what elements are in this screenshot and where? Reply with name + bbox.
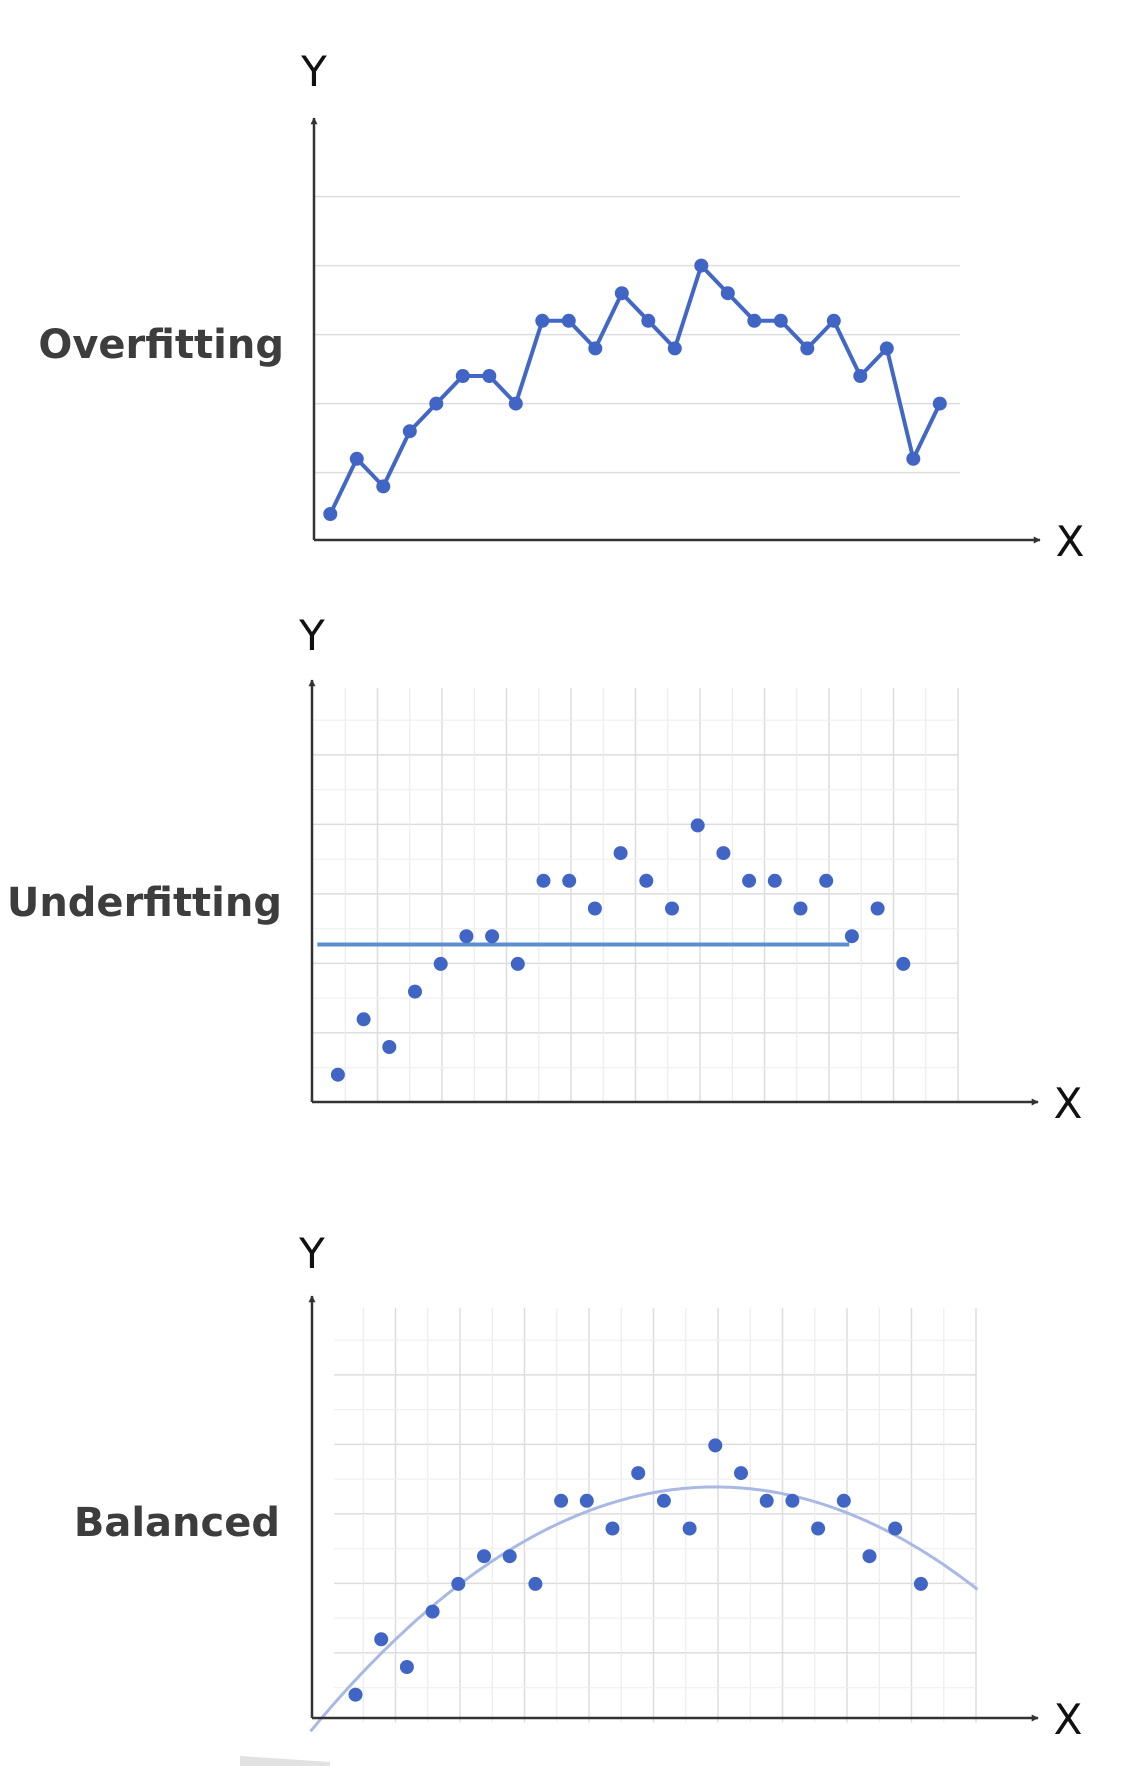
overfitting-data-point [561,313,576,328]
balanced-data-point [579,1493,594,1508]
overfitting-data-point [508,396,523,411]
overfitting-data-point [773,313,788,328]
overfitting-data-point [667,341,682,356]
overfitting-data-point [402,424,417,439]
balanced-marks [348,1438,928,1702]
balanced-data-point [631,1466,646,1481]
overfitting-data-point [694,258,709,273]
balanced-data-point [348,1687,363,1702]
underfitting-x-axis-label: X [1054,1079,1083,1128]
overfitting-data-point [535,313,550,328]
underfitting-data-point [639,873,654,888]
underfitting-data-point [613,846,628,861]
underfitting-data-point [408,984,422,999]
balanced-data-point [836,1493,851,1508]
overfitting-data-point [932,396,947,411]
overfitting-data-point [826,313,841,328]
balanced-fit-curve [309,1485,979,1733]
overfitting-data-point [879,341,894,356]
overfitting-y-axis-label: Y [300,47,327,96]
underfitting-data-point [459,929,474,944]
overfitting-data-point [614,286,629,301]
balanced-data-point [811,1521,826,1536]
balanced-data-point [554,1493,569,1508]
underfitting-data-point [510,956,525,971]
balanced-data-point [374,1632,389,1647]
underfitting-data-point [896,956,911,971]
overfitting-data-point [853,369,868,383]
balanced-data-point [734,1466,748,1481]
underfitting-data-point [819,873,834,888]
overfitting-x-axis-label: X [1056,517,1085,566]
balanced-data-point [862,1549,877,1564]
overfitting-grid [314,195,960,474]
decorative-shadow [240,1756,330,1766]
overfitting-data-point [720,286,735,301]
overfitting-label: Overfitting [38,322,284,368]
underfitting-data-point [433,956,448,971]
underfitting-label: Underfitting [7,880,282,926]
underfitting-data-point [665,901,679,916]
balanced-x-axis-label: X [1054,1695,1083,1744]
overfitting-series-line [328,263,942,515]
balanced-fit [309,1485,979,1733]
balanced-data-point [605,1521,620,1536]
underfitting-data-point [587,901,602,916]
underfitting-panel: Y X Underfitting [7,611,1083,1128]
underfitting-data-point [844,929,859,944]
underfitting-data-point [356,1012,371,1027]
balanced-data-point [425,1604,440,1619]
balanced-data-point [656,1493,671,1508]
balanced-data-point [502,1549,517,1564]
underfitting-data-point [690,818,705,833]
underfitting-y-axis-label: Y [298,611,325,660]
underfitting-grid [312,688,959,1103]
balanced-y-axis-label: Y [298,1229,325,1278]
balanced-grid [334,1308,977,1723]
overfitting-data-point [906,451,921,466]
underfitting-data-point [742,873,757,888]
overfitting-data-point [323,507,338,521]
balanced-data-point [888,1521,903,1536]
balanced-data-point [528,1576,543,1591]
underfitting-data-point [562,873,577,888]
overfitting-data-point [349,451,364,466]
underfitting-marks [330,818,911,1082]
balanced-data-point [759,1493,774,1508]
underfitting-data-point [382,1040,397,1054]
balanced-data-point [708,1438,723,1453]
overfitting-data-point [641,313,656,328]
underfitting-data-point [870,901,885,916]
balanced-data-point [451,1576,466,1591]
overfitting-marks [323,258,947,521]
underfitting-data-point [716,846,731,861]
underfitting-data-point [793,901,808,916]
balanced-data-point [785,1493,800,1508]
underfitting-data-point [330,1067,345,1082]
underfitting-data-point [485,929,500,944]
balanced-label: Balanced [74,1500,280,1546]
balanced-data-point [477,1549,491,1564]
balanced-data-point [913,1576,928,1591]
overfitting-data-point [376,479,391,494]
overfitting-data-point [455,369,470,383]
overfitting-data-point [588,341,603,356]
underfitting-data-point [767,873,782,888]
overfitting-data-point [482,369,497,383]
balanced-panel: Y X Balanced [74,1229,1083,1744]
balanced-data-point [682,1521,697,1536]
underfitting-data-point [536,873,551,888]
overfitting-data-point [429,396,444,411]
overfitting-data-point [800,341,815,356]
balanced-data-point [399,1660,414,1674]
overfitting-data-point [747,313,762,328]
overfitting-panel: Y X Overfitting [38,47,1084,566]
